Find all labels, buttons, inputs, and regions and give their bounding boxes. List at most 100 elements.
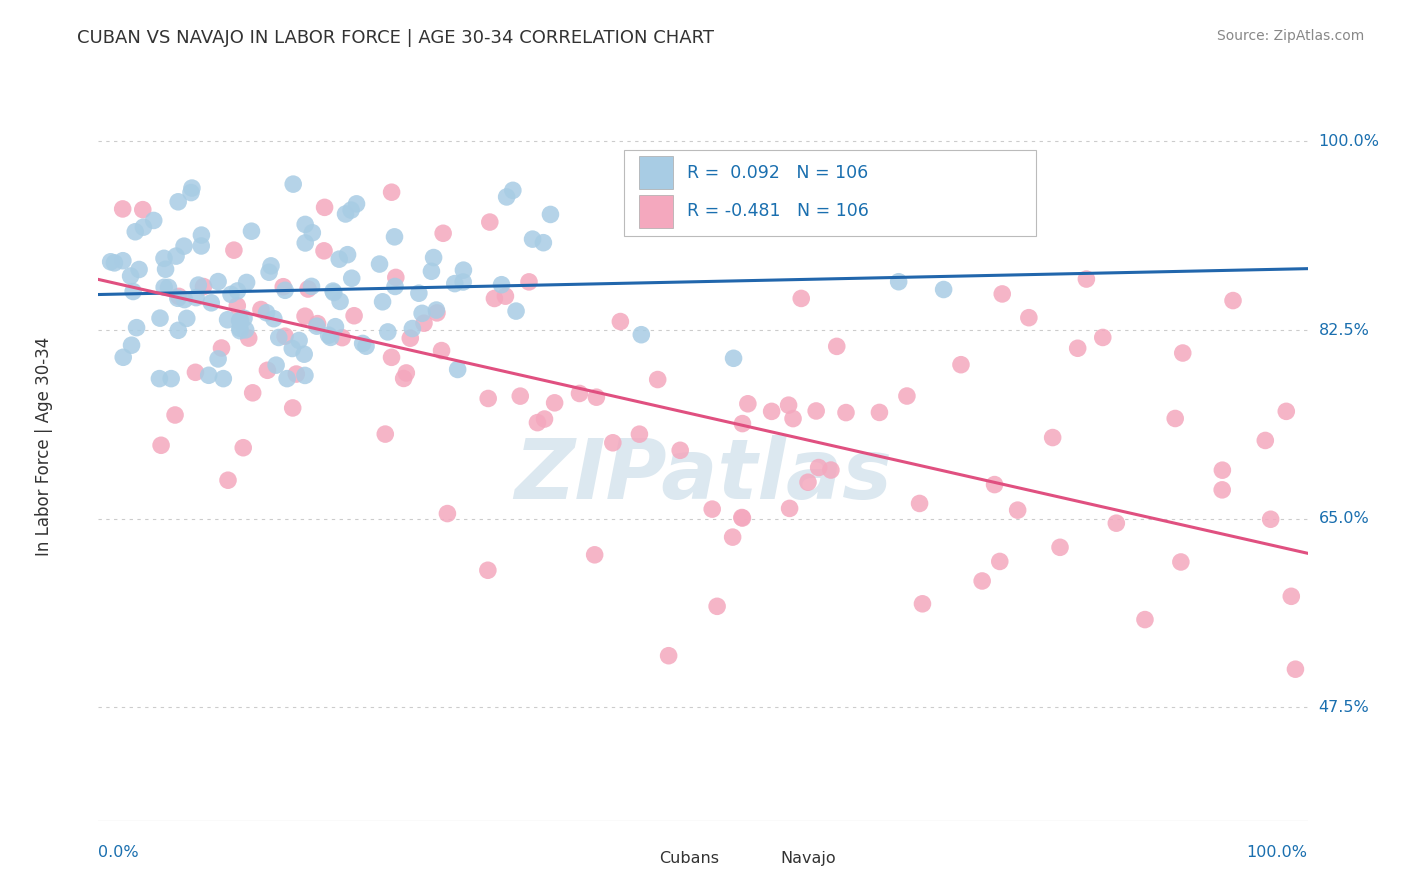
Text: 100.0%: 100.0% [1247, 845, 1308, 860]
Point [368, 257, 391, 271]
Point [432, 227, 454, 241]
Point [267, 330, 290, 344]
Point [896, 389, 918, 403]
Text: In Labor Force | Age 30-34: In Labor Force | Age 30-34 [35, 336, 53, 556]
Point [142, 213, 165, 227]
Point [413, 316, 436, 330]
Point [207, 275, 229, 289]
Point [1171, 346, 1194, 360]
Point [1018, 310, 1040, 325]
Point [103, 256, 125, 270]
Point [495, 190, 517, 204]
Point [477, 563, 499, 577]
Point [167, 289, 190, 303]
Point [583, 548, 606, 562]
Point [217, 473, 239, 487]
Point [451, 275, 474, 289]
Point [228, 313, 250, 327]
Point [522, 232, 544, 246]
Point [425, 303, 447, 318]
Point [731, 510, 754, 524]
Point [226, 284, 249, 298]
Point [328, 252, 350, 267]
Point [804, 404, 827, 418]
Point [983, 477, 1005, 491]
Point [336, 248, 359, 262]
Text: 82.5%: 82.5% [1319, 323, 1369, 337]
Point [797, 475, 820, 490]
Point [124, 225, 146, 239]
Bar [638, 155, 673, 189]
Point [446, 362, 468, 376]
Point [1275, 404, 1298, 418]
Point [509, 389, 531, 403]
Point [155, 262, 177, 277]
Point [181, 181, 204, 195]
Point [1211, 463, 1233, 477]
Point [276, 371, 298, 385]
Point [283, 177, 305, 191]
Point [533, 412, 555, 426]
Point [132, 202, 155, 217]
Point [825, 339, 848, 353]
Point [1211, 483, 1233, 497]
Point [395, 366, 418, 380]
Point [226, 299, 249, 313]
Point [301, 226, 323, 240]
Point [100, 254, 122, 268]
Point [184, 365, 207, 379]
Point [160, 371, 183, 385]
Point [477, 392, 499, 406]
Point [384, 279, 406, 293]
Point [1007, 503, 1029, 517]
Point [149, 311, 172, 326]
Point [312, 244, 335, 258]
Point [377, 325, 399, 339]
Point [153, 252, 176, 266]
Point [322, 284, 344, 298]
Point [322, 285, 344, 300]
Point [706, 599, 728, 614]
Point [271, 279, 294, 293]
Point [430, 343, 453, 358]
Point [211, 341, 233, 355]
Text: 65.0%: 65.0% [1319, 511, 1369, 526]
Point [200, 295, 222, 310]
Point [173, 239, 195, 253]
Point [264, 358, 287, 372]
Point [305, 319, 328, 334]
Text: 0.0%: 0.0% [98, 845, 139, 860]
Point [778, 398, 800, 412]
Point [343, 309, 366, 323]
Point [392, 371, 415, 385]
Point [731, 511, 754, 525]
Point [887, 275, 910, 289]
Point [329, 294, 352, 309]
Point [132, 220, 155, 235]
Text: R = -0.481   N = 106: R = -0.481 N = 106 [688, 202, 869, 220]
Point [820, 463, 842, 477]
Point [318, 328, 340, 343]
Point [197, 368, 219, 383]
Point [274, 329, 297, 343]
Point [281, 401, 304, 415]
Point [408, 286, 430, 301]
Point [166, 291, 188, 305]
Point [478, 215, 501, 229]
Point [148, 371, 170, 385]
Point [411, 306, 433, 320]
Point [443, 277, 465, 291]
Point [1260, 512, 1282, 526]
Point [294, 309, 316, 323]
Point [494, 289, 516, 303]
Text: 100.0%: 100.0% [1319, 134, 1379, 149]
Point [526, 416, 548, 430]
Point [314, 200, 336, 214]
Point [426, 306, 449, 320]
Point [212, 371, 235, 385]
Point [352, 336, 374, 351]
Point [932, 283, 955, 297]
Point [274, 283, 297, 297]
Point [602, 435, 624, 450]
Point [628, 427, 651, 442]
